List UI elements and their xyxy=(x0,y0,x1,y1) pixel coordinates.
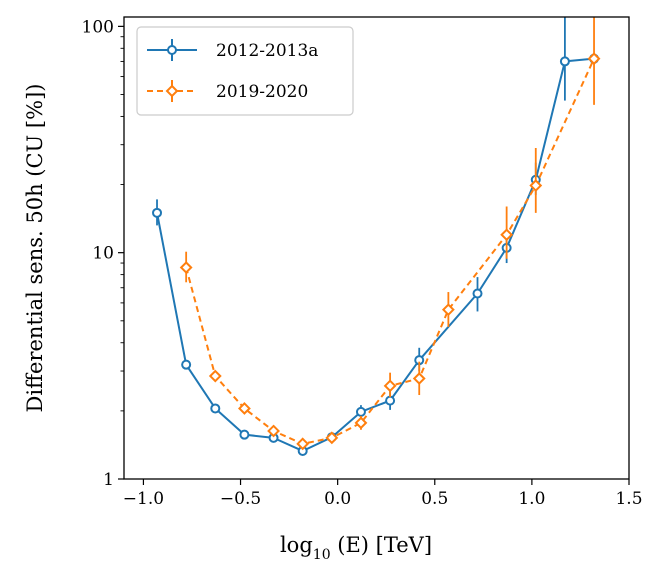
data-point xyxy=(296,437,310,451)
series-2 xyxy=(179,17,601,451)
x-tick-label: −1.0 xyxy=(123,489,164,509)
data-point xyxy=(238,402,251,415)
data-point xyxy=(208,369,222,383)
data-point xyxy=(325,431,339,445)
data-point xyxy=(441,303,455,317)
legend-entry-series-2: 2019-2020 xyxy=(147,80,308,102)
data-point xyxy=(412,372,426,385)
data-point xyxy=(267,424,280,438)
legend-label-series-2: 2019-2020 xyxy=(216,82,308,102)
data-point xyxy=(179,261,193,274)
x-tick-label: 1.5 xyxy=(615,489,642,509)
axes-layer: −1.0 −0.5 0.0 0.5 1.0 1.5 1 10 100 xyxy=(82,17,643,509)
data-point xyxy=(559,56,570,67)
x-axis-label: log10 (E) [TeV] xyxy=(280,533,432,563)
x-tick-label: 1.0 xyxy=(518,489,545,509)
data-point xyxy=(355,406,366,417)
plot-frame xyxy=(123,16,630,480)
data-point xyxy=(383,379,397,393)
data-point xyxy=(181,359,192,370)
y-axis-label: Differential sens. 50h (CU [%]) xyxy=(23,84,47,413)
x-axis-label-main: log xyxy=(280,533,313,557)
data-point xyxy=(472,288,483,299)
y-tick-label: 100 xyxy=(82,17,114,37)
x-tick-label: 0.5 xyxy=(421,489,448,509)
data-point xyxy=(587,52,601,66)
legend-marker-series-2 xyxy=(165,84,179,98)
legend: 2012-2013a 2019-2020 xyxy=(136,26,354,116)
data-point xyxy=(529,179,543,192)
data-point xyxy=(354,416,368,430)
legend-marker-series-1 xyxy=(167,45,177,55)
data-point xyxy=(152,207,163,218)
data-point xyxy=(239,429,250,440)
data-point xyxy=(210,403,221,414)
y-tick-label: 1 xyxy=(103,470,114,490)
data-point xyxy=(385,395,396,406)
legend-label-series-1: 2012-2013a xyxy=(216,41,318,61)
series-layer xyxy=(152,17,601,456)
x-tick-label: 0.0 xyxy=(324,489,351,509)
x-axis-label-subscript: 10 xyxy=(313,547,331,563)
x-tick-label: −0.5 xyxy=(220,489,261,509)
y-tick-label: 10 xyxy=(92,244,114,264)
legend-entry-series-1: 2012-2013a xyxy=(147,39,318,61)
data-point xyxy=(500,228,514,242)
x-axis-label-rest: (E) [TeV] xyxy=(331,533,432,557)
